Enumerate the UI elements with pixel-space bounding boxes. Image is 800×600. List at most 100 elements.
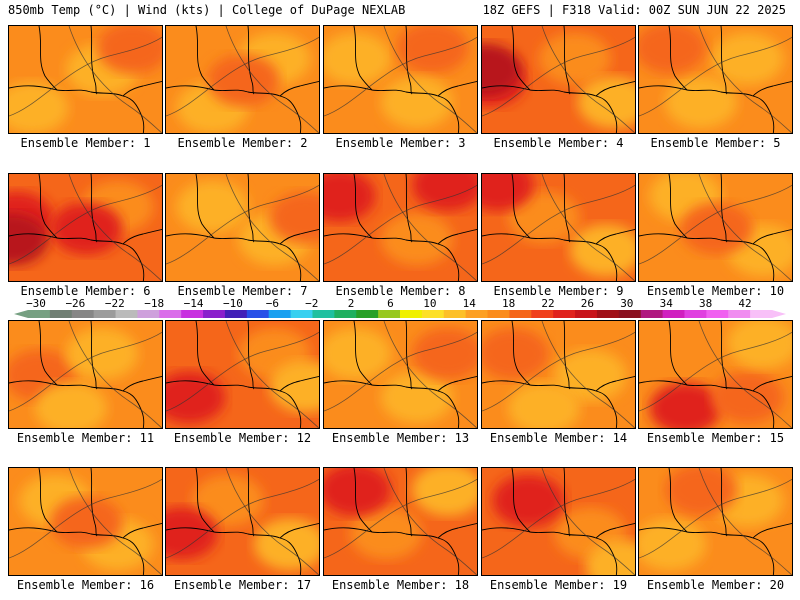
- temperature-map: [482, 321, 635, 428]
- coastline: [752, 522, 792, 539]
- height-contour: [68, 468, 162, 575]
- colorbar-segment: [684, 310, 707, 318]
- height-contour: [639, 478, 792, 559]
- coastline: [720, 26, 728, 95]
- temperature-blob: [66, 327, 138, 380]
- colorbar-segment: [312, 310, 335, 318]
- height-contour: [324, 478, 477, 559]
- colorbar-segment: [706, 310, 729, 318]
- temperature-blob: [166, 507, 218, 560]
- temperature-blob: [570, 224, 635, 277]
- colorbar-segment: [246, 310, 270, 318]
- height-contour: [68, 26, 162, 133]
- temperature-map: [9, 26, 162, 133]
- temperature-map: [324, 174, 477, 281]
- coastline: [668, 321, 688, 386]
- ensemble-member-label: Ensemble Member: 12: [173, 431, 312, 445]
- coastline: [324, 85, 460, 133]
- ensemble-panel-7: [165, 173, 320, 282]
- ensemble-panel-10: [638, 173, 793, 282]
- temperature-map: [324, 321, 477, 428]
- colorbar-tick-label: −2: [305, 297, 318, 310]
- colorbar-segment: [356, 310, 379, 318]
- coastline: [166, 233, 302, 281]
- colorbar-segment: [224, 310, 248, 318]
- temperature-blob: [9, 81, 69, 133]
- colorbar-tick-label: 10: [423, 297, 436, 310]
- temperature-map: [9, 468, 162, 575]
- coastline: [195, 321, 215, 386]
- temperature-blob: [665, 468, 737, 516]
- coastline: [639, 233, 775, 281]
- coastline: [595, 522, 635, 539]
- height-contour: [482, 478, 635, 559]
- height-contour: [698, 468, 792, 575]
- ensemble-panel-18: [323, 467, 478, 576]
- coastline: [437, 375, 477, 392]
- ensemble-panel-11: [8, 320, 163, 429]
- temperature-blob: [539, 32, 611, 85]
- colorbar-segment: [400, 310, 423, 318]
- coastline: [752, 375, 792, 392]
- temperature-blob: [269, 360, 319, 413]
- ensemble-member-label: Ensemble Member: 5: [650, 136, 781, 150]
- colorbar-tick-label: −6: [266, 297, 279, 310]
- height-contour: [324, 331, 477, 412]
- coastline: [279, 228, 319, 245]
- ensemble-member-label: Ensemble Member: 9: [493, 284, 624, 298]
- coastline: [9, 527, 145, 575]
- coastline: [122, 375, 162, 392]
- coastline: [639, 527, 775, 575]
- height-contour: [698, 26, 792, 133]
- coastline: [279, 522, 319, 539]
- height-contour: [383, 321, 477, 428]
- coastline: [595, 375, 635, 392]
- ensemble-member-label: Ensemble Member: 13: [331, 431, 470, 445]
- coastline: [405, 468, 413, 537]
- colorbar-segment: [378, 310, 401, 318]
- height-contour: [541, 26, 635, 133]
- height-contour: [9, 36, 162, 117]
- ensemble-member-label: Ensemble Member: 11: [16, 431, 155, 445]
- temperature-map: [166, 174, 319, 281]
- coastline: [482, 85, 618, 133]
- height-contour: [482, 184, 635, 265]
- temperature-map: [639, 26, 792, 133]
- colorbar-segment: [618, 310, 642, 318]
- height-contour: [639, 36, 792, 117]
- temperature-blob: [639, 26, 706, 74]
- ensemble-panel-1: [8, 25, 163, 134]
- coastline: [324, 233, 460, 281]
- coastline: [90, 26, 98, 95]
- temperature-blob: [324, 174, 376, 222]
- temperature-map: [9, 174, 162, 281]
- height-contour: [639, 331, 792, 412]
- height-contour: [166, 331, 319, 412]
- coastline: [324, 527, 460, 575]
- ensemble-panel-19: [481, 467, 636, 576]
- ensemble-member-label: Ensemble Member: 16: [16, 578, 155, 592]
- colorbar-segment: [443, 310, 467, 318]
- ensemble-member-label: Ensemble Member: 7: [177, 284, 308, 298]
- temperature-blob: [324, 32, 391, 85]
- colorbar-tick-label: −26: [65, 297, 85, 310]
- coastline: [563, 321, 571, 390]
- coastline: [482, 380, 618, 428]
- ensemble-panel-8: [323, 173, 478, 282]
- coastline: [279, 375, 319, 392]
- temperature-blob: [254, 518, 319, 571]
- temperature-blob: [192, 474, 264, 527]
- coastline: [38, 468, 58, 533]
- map-title: 850mb Temp (°C) | Wind (kts) | College o…: [8, 3, 406, 17]
- temperature-blob: [412, 327, 477, 380]
- height-contour: [383, 468, 477, 575]
- ensemble-member-label: Ensemble Member: 3: [335, 136, 466, 150]
- temperature-map: [482, 468, 635, 575]
- temperature-blob: [665, 76, 737, 129]
- temperature-blob: [350, 507, 422, 560]
- colorbar-segment: [728, 310, 751, 318]
- temperature-colorbar: −30 −26 −22 −18 −14 −10 −6 −2 2 6 10 14 18 22 26 30 34 38…: [14, 297, 786, 318]
- height-contour: [225, 26, 319, 133]
- height-contour: [225, 174, 319, 281]
- colorbar-segment: [662, 310, 685, 318]
